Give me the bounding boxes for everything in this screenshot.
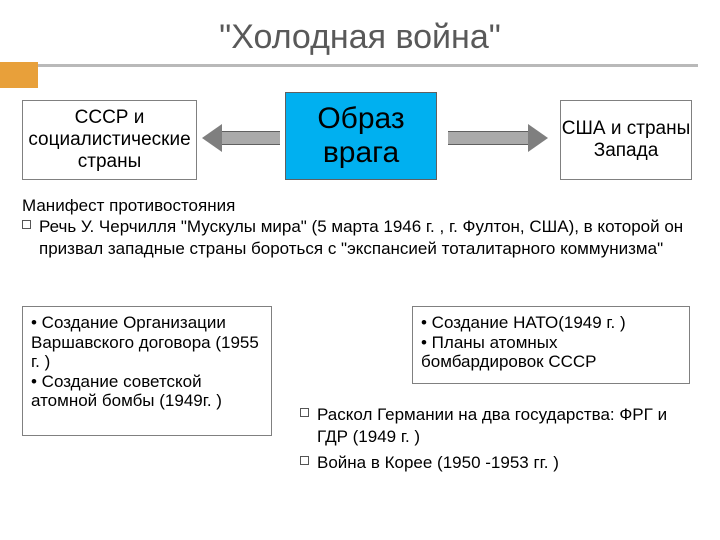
- arrow-head-icon: [202, 124, 222, 152]
- box-br-line2: • Планы атомных бомбардировок СССР: [421, 333, 681, 372]
- box-usa-label: США и страны Запада: [561, 118, 691, 162]
- arrow-head-icon: [528, 124, 548, 152]
- bullet-icon: [300, 408, 309, 417]
- accent-bar: [0, 62, 38, 88]
- box-br-line1: • Создание НАТО(1949 г. ): [421, 313, 626, 333]
- bottom-item-1: Раскол Германии на два государства: ФРГ …: [317, 404, 700, 448]
- arrow-shaft: [448, 131, 528, 145]
- arrow-right: [448, 124, 548, 152]
- bullet-icon: [22, 220, 31, 229]
- title-underline: [38, 64, 698, 67]
- slide-title: "Холодная война": [0, 18, 720, 57]
- box-enemy-image: Образ врага: [285, 92, 437, 180]
- box-bl-line1: • Создание Организации Варшавского догов…: [31, 313, 263, 372]
- box-nato: • Создание НАТО(1949 г. ) • Планы атомны…: [412, 306, 690, 384]
- bottom-list: Раскол Германии на два государства: ФРГ …: [300, 404, 700, 478]
- box-usa: США и страны Запада: [560, 100, 692, 180]
- bullet-icon: [300, 456, 309, 465]
- manifest-item: Речь У. Черчилля "Мускулы мира" (5 марта…: [39, 216, 692, 259]
- box-ussr: СССР и социалистические страны: [22, 100, 197, 180]
- arrow-left: [202, 124, 280, 152]
- box-ussr-label: СССР и социалистические страны: [23, 107, 196, 173]
- bottom-item-2: Война в Корее (1950 -1953 гг. ): [317, 452, 700, 474]
- arrow-shaft: [222, 131, 280, 145]
- manifest-block: Манифест противостояния Речь У. Черчилля…: [22, 195, 692, 263]
- manifest-heading: Манифест противостояния: [22, 195, 692, 216]
- box-bl-line2: • Создание советской атомной бомбы (1949…: [31, 372, 263, 411]
- box-warsaw: • Создание Организации Варшавского догов…: [22, 306, 272, 436]
- box-center-label: Образ врага: [286, 102, 436, 171]
